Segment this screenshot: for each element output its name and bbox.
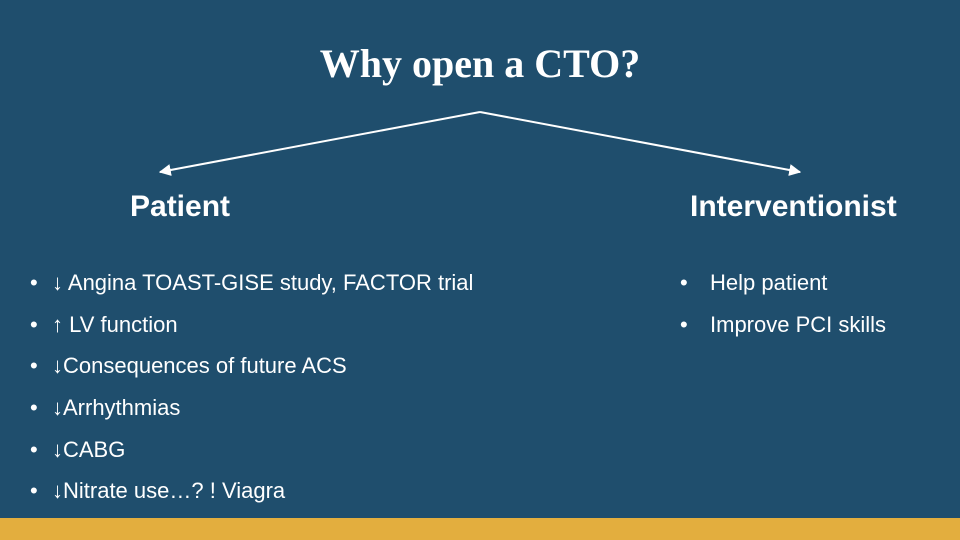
footer-bar — [0, 518, 960, 540]
list-item: •↓CABG — [30, 435, 650, 465]
list-item-text: Help patient — [710, 268, 827, 298]
list-item: •↓Arrhythmias — [30, 393, 650, 423]
list-item-text: ↑ LV function — [52, 310, 178, 340]
bullet-icon: • — [30, 435, 52, 465]
list-item: •Improve PCI skills — [680, 310, 940, 340]
list-item-text: ↓Consequences of future ACS — [52, 351, 347, 381]
bullet-icon: • — [680, 268, 710, 298]
patient-heading: Patient — [130, 190, 230, 224]
branch-arrows — [0, 100, 960, 190]
slide-title: Why open a CTO? — [0, 40, 960, 87]
bullet-icon: • — [30, 268, 52, 298]
interventionist-list: •Help patient •Improve PCI skills — [680, 268, 940, 351]
interventionist-heading: Interventionist — [690, 190, 897, 224]
list-item: •↓ Angina TOAST-GISE study, FACTOR trial — [30, 268, 650, 298]
list-item: •↓Consequences of future ACS — [30, 351, 650, 381]
bullet-icon: • — [680, 310, 710, 340]
list-item-text: Improve PCI skills — [710, 310, 886, 340]
list-item: •↑ LV function — [30, 310, 650, 340]
patient-list: •↓ Angina TOAST-GISE study, FACTOR trial… — [30, 268, 650, 518]
list-item-text: ↓CABG — [52, 435, 125, 465]
bullet-icon: • — [30, 476, 52, 506]
bullet-icon: • — [30, 393, 52, 423]
bullet-icon: • — [30, 351, 52, 381]
list-item-text: ↓Nitrate use…? ! Viagra — [52, 476, 285, 506]
arrow-left — [160, 112, 480, 172]
list-item: •Help patient — [680, 268, 940, 298]
list-item-text: ↓Arrhythmias — [52, 393, 180, 423]
bullet-icon: • — [30, 310, 52, 340]
list-item-text: ↓ Angina TOAST-GISE study, FACTOR trial — [52, 268, 473, 298]
list-item: •↓Nitrate use…? ! Viagra — [30, 476, 650, 506]
arrow-right — [480, 112, 800, 172]
